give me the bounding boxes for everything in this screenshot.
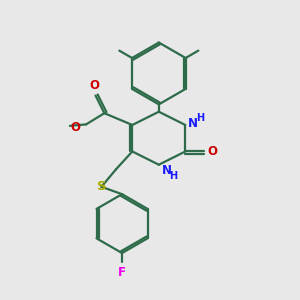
Text: H: H [169, 171, 177, 181]
Text: S: S [97, 180, 106, 193]
Text: O: O [89, 79, 99, 92]
Text: F: F [118, 266, 126, 279]
Text: N: N [188, 117, 198, 130]
Text: O: O [207, 145, 218, 158]
Text: O: O [71, 121, 81, 134]
Text: N: N [162, 164, 172, 176]
Text: H: H [196, 113, 204, 124]
